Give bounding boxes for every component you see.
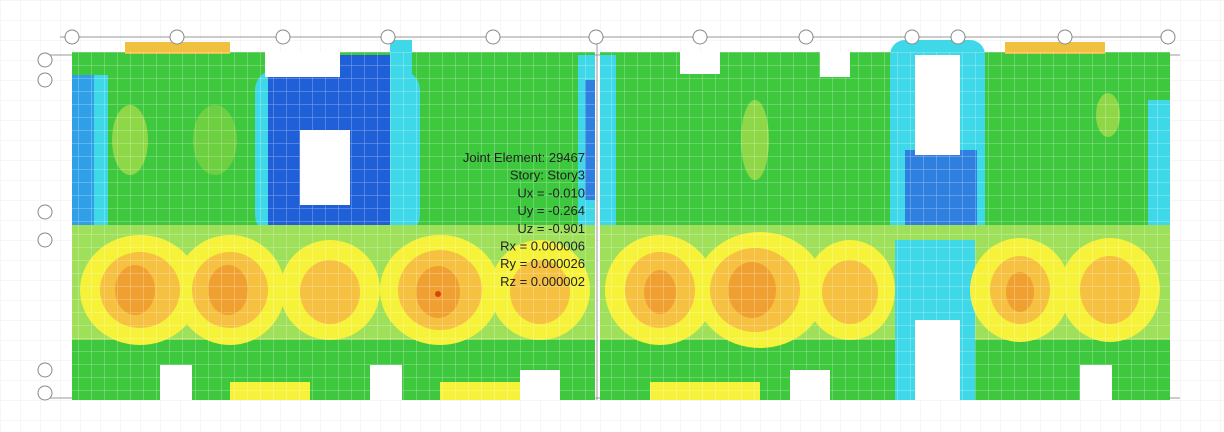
contour-view: Joint Element: 29467 Story: Story3 Ux = -0…: [0, 0, 1224, 432]
page: Joint Element: 29467 Story: Story3 Ux = -0…: [0, 0, 1224, 432]
tooltip-line: Ry = 0.000026: [500, 256, 585, 271]
tooltip-line: Rx = 0.000006: [500, 239, 585, 254]
tooltip-line: Ux = -0.010: [517, 185, 585, 200]
tooltip-line: Rz = 0.000002: [500, 274, 585, 289]
tooltip-line: Uz = -0.901: [517, 221, 585, 236]
right-slab: [600, 40, 1170, 400]
tooltip-line: Uy = -0.264: [517, 203, 585, 218]
tooltip-line: Story: Story3: [510, 168, 585, 183]
tooltip-line: Joint Element: 29467: [463, 150, 585, 165]
